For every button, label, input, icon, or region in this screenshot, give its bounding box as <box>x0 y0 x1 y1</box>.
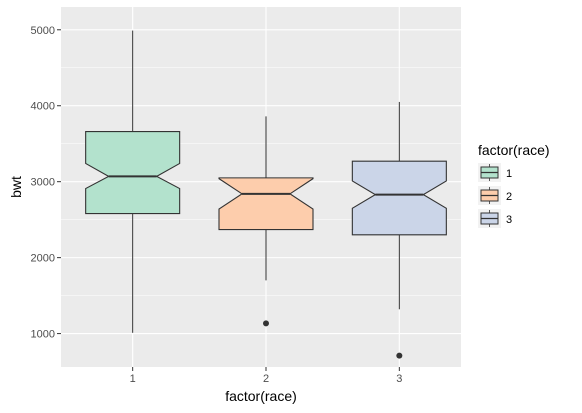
legend-item-label: 3 <box>506 214 512 226</box>
outlier-point <box>263 320 269 327</box>
legend-item-2: 2 <box>478 186 512 205</box>
x-tick-label: 3 <box>396 373 402 385</box>
x-tick-label: 2 <box>263 373 269 385</box>
box-2 <box>218 116 314 327</box>
box-group <box>85 30 447 359</box>
legend: factor(race) 1 2 3 <box>478 142 550 228</box>
box-body <box>85 131 181 215</box>
y-tick-label: 2000 <box>31 253 55 265</box>
legend-item-3: 3 <box>478 209 512 228</box>
legend-item-label: 1 <box>506 168 512 180</box>
box-1 <box>85 30 181 333</box>
y-axis: 1000 2000 3000 4000 5000 <box>31 25 61 341</box>
legend-title: factor(race) <box>478 142 550 158</box>
y-tick-label: 4000 <box>31 101 55 113</box>
x-tick-label: 1 <box>130 373 136 385</box>
y-tick-label: 1000 <box>31 329 55 341</box>
legend-item-1: 1 <box>478 163 512 182</box>
box-body <box>351 160 447 236</box>
x-axis-title: factor(race) <box>225 388 297 404</box>
box-3 <box>351 101 447 359</box>
outlier-point <box>396 352 403 359</box>
y-axis-title: bwt <box>8 176 24 198</box>
x-axis: 1 2 3 <box>130 367 402 385</box>
y-tick-label: 5000 <box>31 25 55 37</box>
legend-item-label: 2 <box>506 191 512 203</box>
box-body <box>218 177 314 231</box>
y-tick-label: 3000 <box>31 177 55 189</box>
